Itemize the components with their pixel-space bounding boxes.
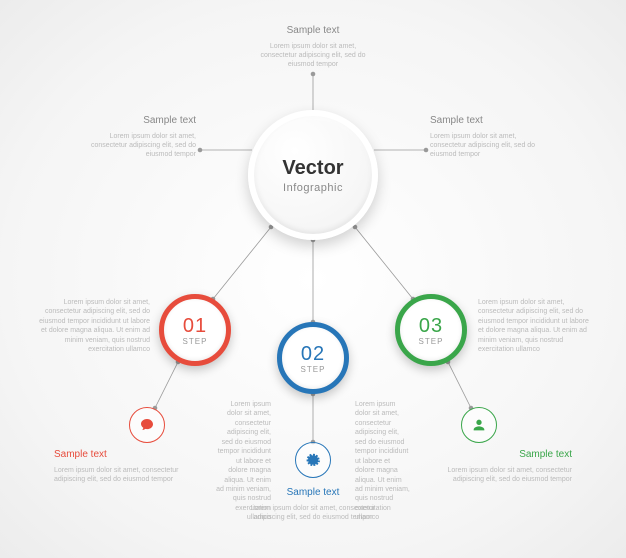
step-03-heading: Sample text	[432, 448, 572, 462]
step-01-circle: 01 STEP	[159, 294, 231, 366]
step-03-side-text: Lorem ipsum dolor sit amet, consectetur …	[478, 298, 590, 355]
step-03-num: 03	[419, 315, 443, 338]
gears-icon	[305, 452, 321, 468]
callout-top: Sample text Lorem ipsum dolor sit amet, …	[258, 24, 368, 70]
step-02-body: Lorem ipsum dolor sit amet, consectetur …	[243, 504, 383, 523]
step-01-label: STEP	[183, 337, 208, 346]
callout-right-body: Lorem ipsum dolor sit amet, consectetur …	[430, 132, 550, 160]
step-03-icon-circle	[461, 407, 497, 443]
step-02-circle: 02 STEP	[277, 322, 349, 394]
step-03-body: Lorem ipsum dolor sit amet, consectetur …	[432, 466, 572, 485]
center-circle: Vector Infographic	[248, 110, 378, 240]
step-02-icon-circle	[295, 442, 331, 478]
step-01-side-text: Lorem ipsum dolor sit amet, consectetur …	[38, 298, 150, 355]
step-01-icon-circle	[129, 407, 165, 443]
step-02-heading: Sample text	[243, 486, 383, 500]
step-01-body: Lorem ipsum dolor sit amet, consectetur …	[54, 466, 194, 485]
callout-left-heading: Sample text	[76, 114, 196, 128]
step-01-num: 01	[183, 315, 207, 338]
step-03-text: Sample text Lorem ipsum dolor sit amet, …	[432, 448, 572, 484]
step-02-text: Sample text Lorem ipsum dolor sit amet, …	[243, 486, 383, 522]
step-03-label: STEP	[419, 337, 444, 346]
step-01-text: Sample text Lorem ipsum dolor sit amet, …	[54, 448, 194, 484]
callout-left: Sample text Lorem ipsum dolor sit amet, …	[76, 114, 196, 160]
center-subtitle: Infographic	[283, 182, 343, 194]
step-02-num: 02	[301, 343, 325, 366]
step-01-heading: Sample text	[54, 448, 194, 462]
chat-icon	[139, 417, 155, 433]
callout-top-heading: Sample text	[258, 24, 368, 38]
callout-right: Sample text Lorem ipsum dolor sit amet, …	[430, 114, 550, 160]
callout-top-body: Lorem ipsum dolor sit amet, consectetur …	[258, 42, 368, 70]
step-02-label: STEP	[301, 365, 326, 374]
person-icon	[471, 417, 487, 433]
center-title: Vector	[282, 157, 343, 180]
step-03-circle: 03 STEP	[395, 294, 467, 366]
callout-right-heading: Sample text	[430, 114, 550, 128]
callout-left-body: Lorem ipsum dolor sit amet, consectetur …	[76, 132, 196, 160]
